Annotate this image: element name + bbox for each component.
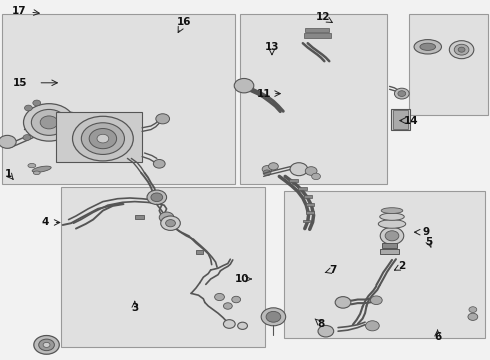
Circle shape (147, 190, 167, 204)
Circle shape (312, 173, 320, 180)
Ellipse shape (33, 171, 40, 175)
Bar (2, 14, 235, 184)
Circle shape (232, 296, 241, 303)
Bar (306, 211, 314, 214)
Circle shape (318, 325, 334, 337)
Circle shape (24, 104, 74, 141)
Text: 15: 15 (12, 78, 27, 88)
Text: 11: 11 (256, 89, 271, 99)
Ellipse shape (32, 166, 51, 172)
Circle shape (159, 212, 174, 223)
Circle shape (223, 320, 235, 328)
Circle shape (33, 100, 41, 106)
Ellipse shape (28, 163, 36, 168)
Ellipse shape (381, 208, 403, 213)
Ellipse shape (380, 213, 404, 220)
Circle shape (469, 307, 477, 312)
Bar (240, 14, 387, 184)
Circle shape (73, 116, 133, 161)
Circle shape (34, 336, 59, 354)
Ellipse shape (420, 43, 436, 50)
Circle shape (151, 193, 163, 202)
Text: 5: 5 (425, 237, 432, 247)
Circle shape (335, 297, 351, 308)
Bar (61, 187, 265, 347)
Bar (304, 33, 331, 38)
Circle shape (238, 322, 247, 329)
Circle shape (261, 308, 286, 326)
Text: 7: 7 (329, 265, 337, 275)
Circle shape (161, 216, 180, 230)
Bar (298, 187, 307, 190)
Bar (135, 215, 144, 219)
Circle shape (269, 163, 278, 170)
Circle shape (23, 135, 31, 140)
Bar (284, 191, 485, 338)
Ellipse shape (414, 40, 441, 54)
Circle shape (468, 313, 478, 320)
Circle shape (166, 220, 175, 227)
Circle shape (81, 123, 124, 154)
Bar (289, 179, 298, 182)
Circle shape (454, 44, 469, 55)
Bar (382, 243, 397, 248)
Circle shape (449, 41, 474, 59)
Circle shape (370, 296, 382, 305)
Circle shape (394, 88, 409, 99)
Text: 17: 17 (12, 6, 27, 16)
Text: 1: 1 (5, 169, 12, 179)
Circle shape (398, 91, 406, 96)
Bar (409, 14, 488, 115)
Text: 12: 12 (316, 12, 331, 22)
Text: 8: 8 (318, 319, 324, 329)
Bar (56, 112, 142, 162)
Bar (306, 203, 314, 206)
Bar (196, 250, 203, 254)
Bar (304, 195, 312, 198)
Text: 14: 14 (404, 116, 419, 126)
Circle shape (24, 105, 32, 111)
Circle shape (31, 109, 67, 135)
Circle shape (40, 116, 58, 129)
Circle shape (262, 166, 272, 173)
Text: 9: 9 (423, 227, 430, 237)
Circle shape (380, 227, 404, 244)
Circle shape (156, 114, 170, 124)
Ellipse shape (378, 220, 406, 228)
Bar (393, 110, 408, 129)
Text: 10: 10 (235, 274, 250, 284)
Circle shape (305, 167, 317, 175)
Bar (303, 220, 310, 222)
Circle shape (39, 339, 54, 351)
Circle shape (97, 134, 109, 143)
Text: 3: 3 (131, 303, 138, 313)
Circle shape (0, 135, 16, 148)
Circle shape (215, 293, 224, 301)
Circle shape (458, 47, 465, 52)
Circle shape (43, 342, 50, 347)
Bar (305, 28, 329, 32)
Circle shape (89, 129, 117, 149)
Text: 6: 6 (434, 332, 441, 342)
Circle shape (234, 78, 254, 93)
Text: 16: 16 (176, 17, 191, 27)
Circle shape (366, 321, 379, 331)
Circle shape (266, 311, 281, 322)
Bar (380, 249, 399, 254)
Bar (391, 109, 410, 130)
Text: 4: 4 (41, 217, 49, 228)
Text: 2: 2 (398, 261, 405, 271)
Circle shape (385, 231, 399, 241)
Circle shape (263, 170, 271, 176)
Text: 13: 13 (265, 42, 279, 52)
Circle shape (290, 163, 308, 176)
Circle shape (153, 159, 165, 168)
Circle shape (223, 303, 232, 309)
